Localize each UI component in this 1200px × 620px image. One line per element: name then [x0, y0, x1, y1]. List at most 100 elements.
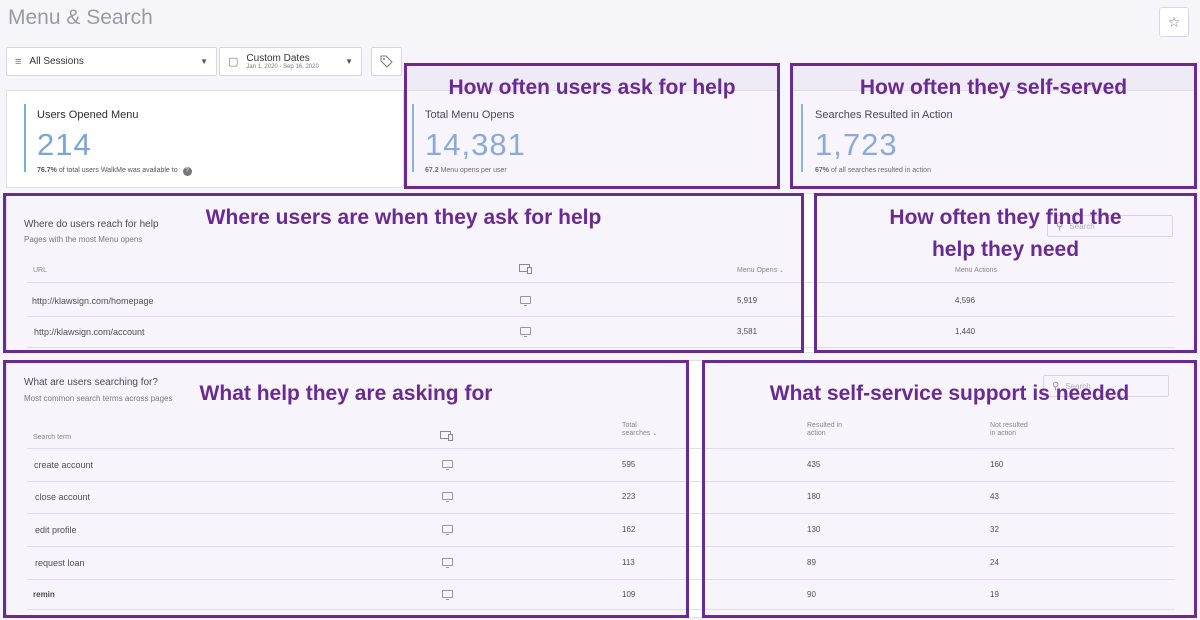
column-header-menu-actions[interactable]: Menu Actions	[955, 267, 998, 274]
star-icon: ☆	[1167, 13, 1181, 30]
desktop-icon	[520, 296, 531, 306]
kpi-accent-bar	[412, 104, 414, 172]
table-cell-total: 162	[622, 525, 636, 534]
annotation-label-find-help: How often they find the help they need	[889, 206, 1122, 261]
table-cell-total: 113	[622, 558, 635, 567]
table-cell-resulted: 130	[807, 525, 821, 534]
table-cell-total: 109	[622, 590, 636, 599]
devices-icon	[440, 431, 454, 441]
table-cell-not-resulted: 24	[990, 558, 999, 567]
pages-table-card: Where do users reach for help Pages with…	[6, 193, 1197, 353]
section-subtitle: Pages with the most Menu opens	[24, 235, 143, 244]
table-cell-actions: 1,440	[955, 327, 976, 336]
annotation-box-self-service	[702, 360, 1197, 618]
column-header-total-searches[interactable]: Total searches ⌄	[622, 422, 658, 438]
section-title: Where do users reach for help	[24, 219, 159, 230]
annotation-box-find-help	[814, 193, 1197, 353]
column-header-resulted-in-action[interactable]: Resulted in action	[807, 422, 843, 438]
table-cell-not-resulted: 160	[990, 460, 1004, 469]
table-cell-term[interactable]: request loan	[35, 558, 85, 568]
table-cell-term[interactable]: edit profile	[35, 525, 77, 535]
divider	[27, 546, 1175, 547]
divider	[27, 316, 1175, 317]
divider	[27, 347, 1175, 348]
divider	[27, 609, 1175, 610]
kpi-label: Total Menu Opens	[425, 109, 515, 121]
sessions-dropdown[interactable]: ≡ All Sessions ▼	[6, 47, 217, 76]
table-cell-term[interactable]: close account	[35, 492, 91, 502]
table-cell-url[interactable]: http://klawsign.com/homepage	[32, 296, 154, 306]
dates-dropdown[interactable]: ▢ Custom Dates Jan 1, 2020 - Sep 16, 202…	[219, 47, 362, 76]
annotation-box-what-help	[3, 360, 689, 618]
table-cell-url[interactable]: http://klawsign.com/account	[34, 327, 145, 337]
divider	[27, 513, 1175, 514]
favorite-button[interactable]: ☆	[1159, 7, 1189, 37]
table-cell-not-resulted: 19	[990, 590, 999, 599]
desktop-icon	[442, 558, 453, 568]
kpi-accent-bar	[801, 104, 803, 172]
desktop-icon	[442, 525, 453, 535]
section-subtitle: Most common search terms across pages	[24, 394, 173, 403]
table-cell-term[interactable]: remin	[33, 590, 55, 599]
annotation-label-ask-help: How often users ask for help	[448, 76, 736, 99]
annotation-label-what-help: What help they are asking for	[199, 382, 493, 405]
annotation-box-ask-help	[404, 63, 780, 189]
tag-icon	[380, 55, 393, 68]
annotation-label-self-served: How often they self-served	[859, 76, 1128, 99]
kpi-subtext: 76.7% of total users WalkMe was availabl…	[37, 167, 192, 176]
search-icon: ⚲	[1056, 220, 1064, 232]
divider	[27, 481, 1175, 482]
desktop-icon	[520, 327, 531, 337]
divider	[27, 282, 1175, 283]
kpi-value: 214	[37, 127, 92, 162]
table-cell-resulted: 90	[807, 590, 816, 599]
section-title: What are users searching for?	[24, 377, 158, 388]
search-input[interactable]: ⚲ Search	[1043, 375, 1169, 397]
table-cell-actions: 4,596	[955, 296, 976, 305]
annotation-label-where-users: Where users are when they ask for help	[205, 206, 602, 229]
kpi-accent-bar	[24, 104, 26, 172]
table-cell-opens: 3,581	[737, 327, 758, 336]
kpi-value: 14,381	[425, 127, 526, 162]
kpi-label: Users Opened Menu	[37, 109, 139, 121]
search-input[interactable]: ⚲ Search	[1047, 215, 1173, 237]
table-cell-resulted: 180	[807, 492, 821, 501]
kpi-subtext: 67% of all searches resulted in action	[815, 167, 931, 174]
page-title: Menu & Search	[8, 6, 153, 29]
chevron-down-icon: ▼	[200, 57, 208, 66]
divider	[27, 579, 1175, 580]
divider	[27, 448, 1175, 449]
kpi-value: 1,723	[815, 127, 898, 162]
kpi-users-opened-menu: Users Opened Menu 214 76.7% of total use…	[6, 90, 404, 188]
table-cell-term[interactable]: create account	[34, 460, 94, 470]
table-cell-not-resulted: 43	[990, 492, 999, 501]
table-cell-total: 595	[622, 460, 636, 469]
devices-icon	[519, 264, 533, 274]
annotation-box-where-users	[3, 193, 804, 353]
table-cell-opens: 5,919	[737, 296, 758, 305]
dates-label: Custom Dates	[246, 52, 310, 64]
chevron-down-icon: ▼	[345, 57, 353, 66]
search-icon: ⚲	[1052, 380, 1060, 392]
sort-icon: ⌄	[652, 431, 658, 438]
column-header-menu-opens[interactable]: Menu Opens ⌄	[737, 267, 785, 274]
table-cell-resulted: 89	[807, 558, 816, 567]
kpi-label: Searches Resulted in Action	[815, 109, 953, 121]
table-cell-not-resulted: 32	[990, 525, 999, 534]
column-header-url[interactable]: URL	[33, 267, 48, 274]
desktop-icon	[442, 590, 453, 600]
sort-icon: ⌄	[779, 268, 785, 274]
kpi-total-menu-opens: Total Menu Opens 14,381 67.2 Menu opens …	[404, 90, 780, 188]
desktop-icon	[442, 492, 453, 502]
table-cell-total: 223	[622, 492, 636, 501]
dates-range: Jan 1, 2020 - Sep 16, 2020	[246, 63, 319, 70]
column-header-search-term[interactable]: Search term	[33, 434, 72, 441]
annotation-box-self-served	[790, 63, 1197, 189]
filter-icon: ≡	[15, 55, 22, 68]
calendar-icon: ▢	[228, 56, 239, 68]
table-cell-resulted: 435	[807, 460, 821, 469]
column-header-not-resulted[interactable]: Not resulted in action	[990, 422, 1028, 438]
tag-button[interactable]	[371, 47, 402, 76]
desktop-icon	[442, 460, 453, 470]
help-icon[interactable]: ?	[182, 167, 192, 176]
